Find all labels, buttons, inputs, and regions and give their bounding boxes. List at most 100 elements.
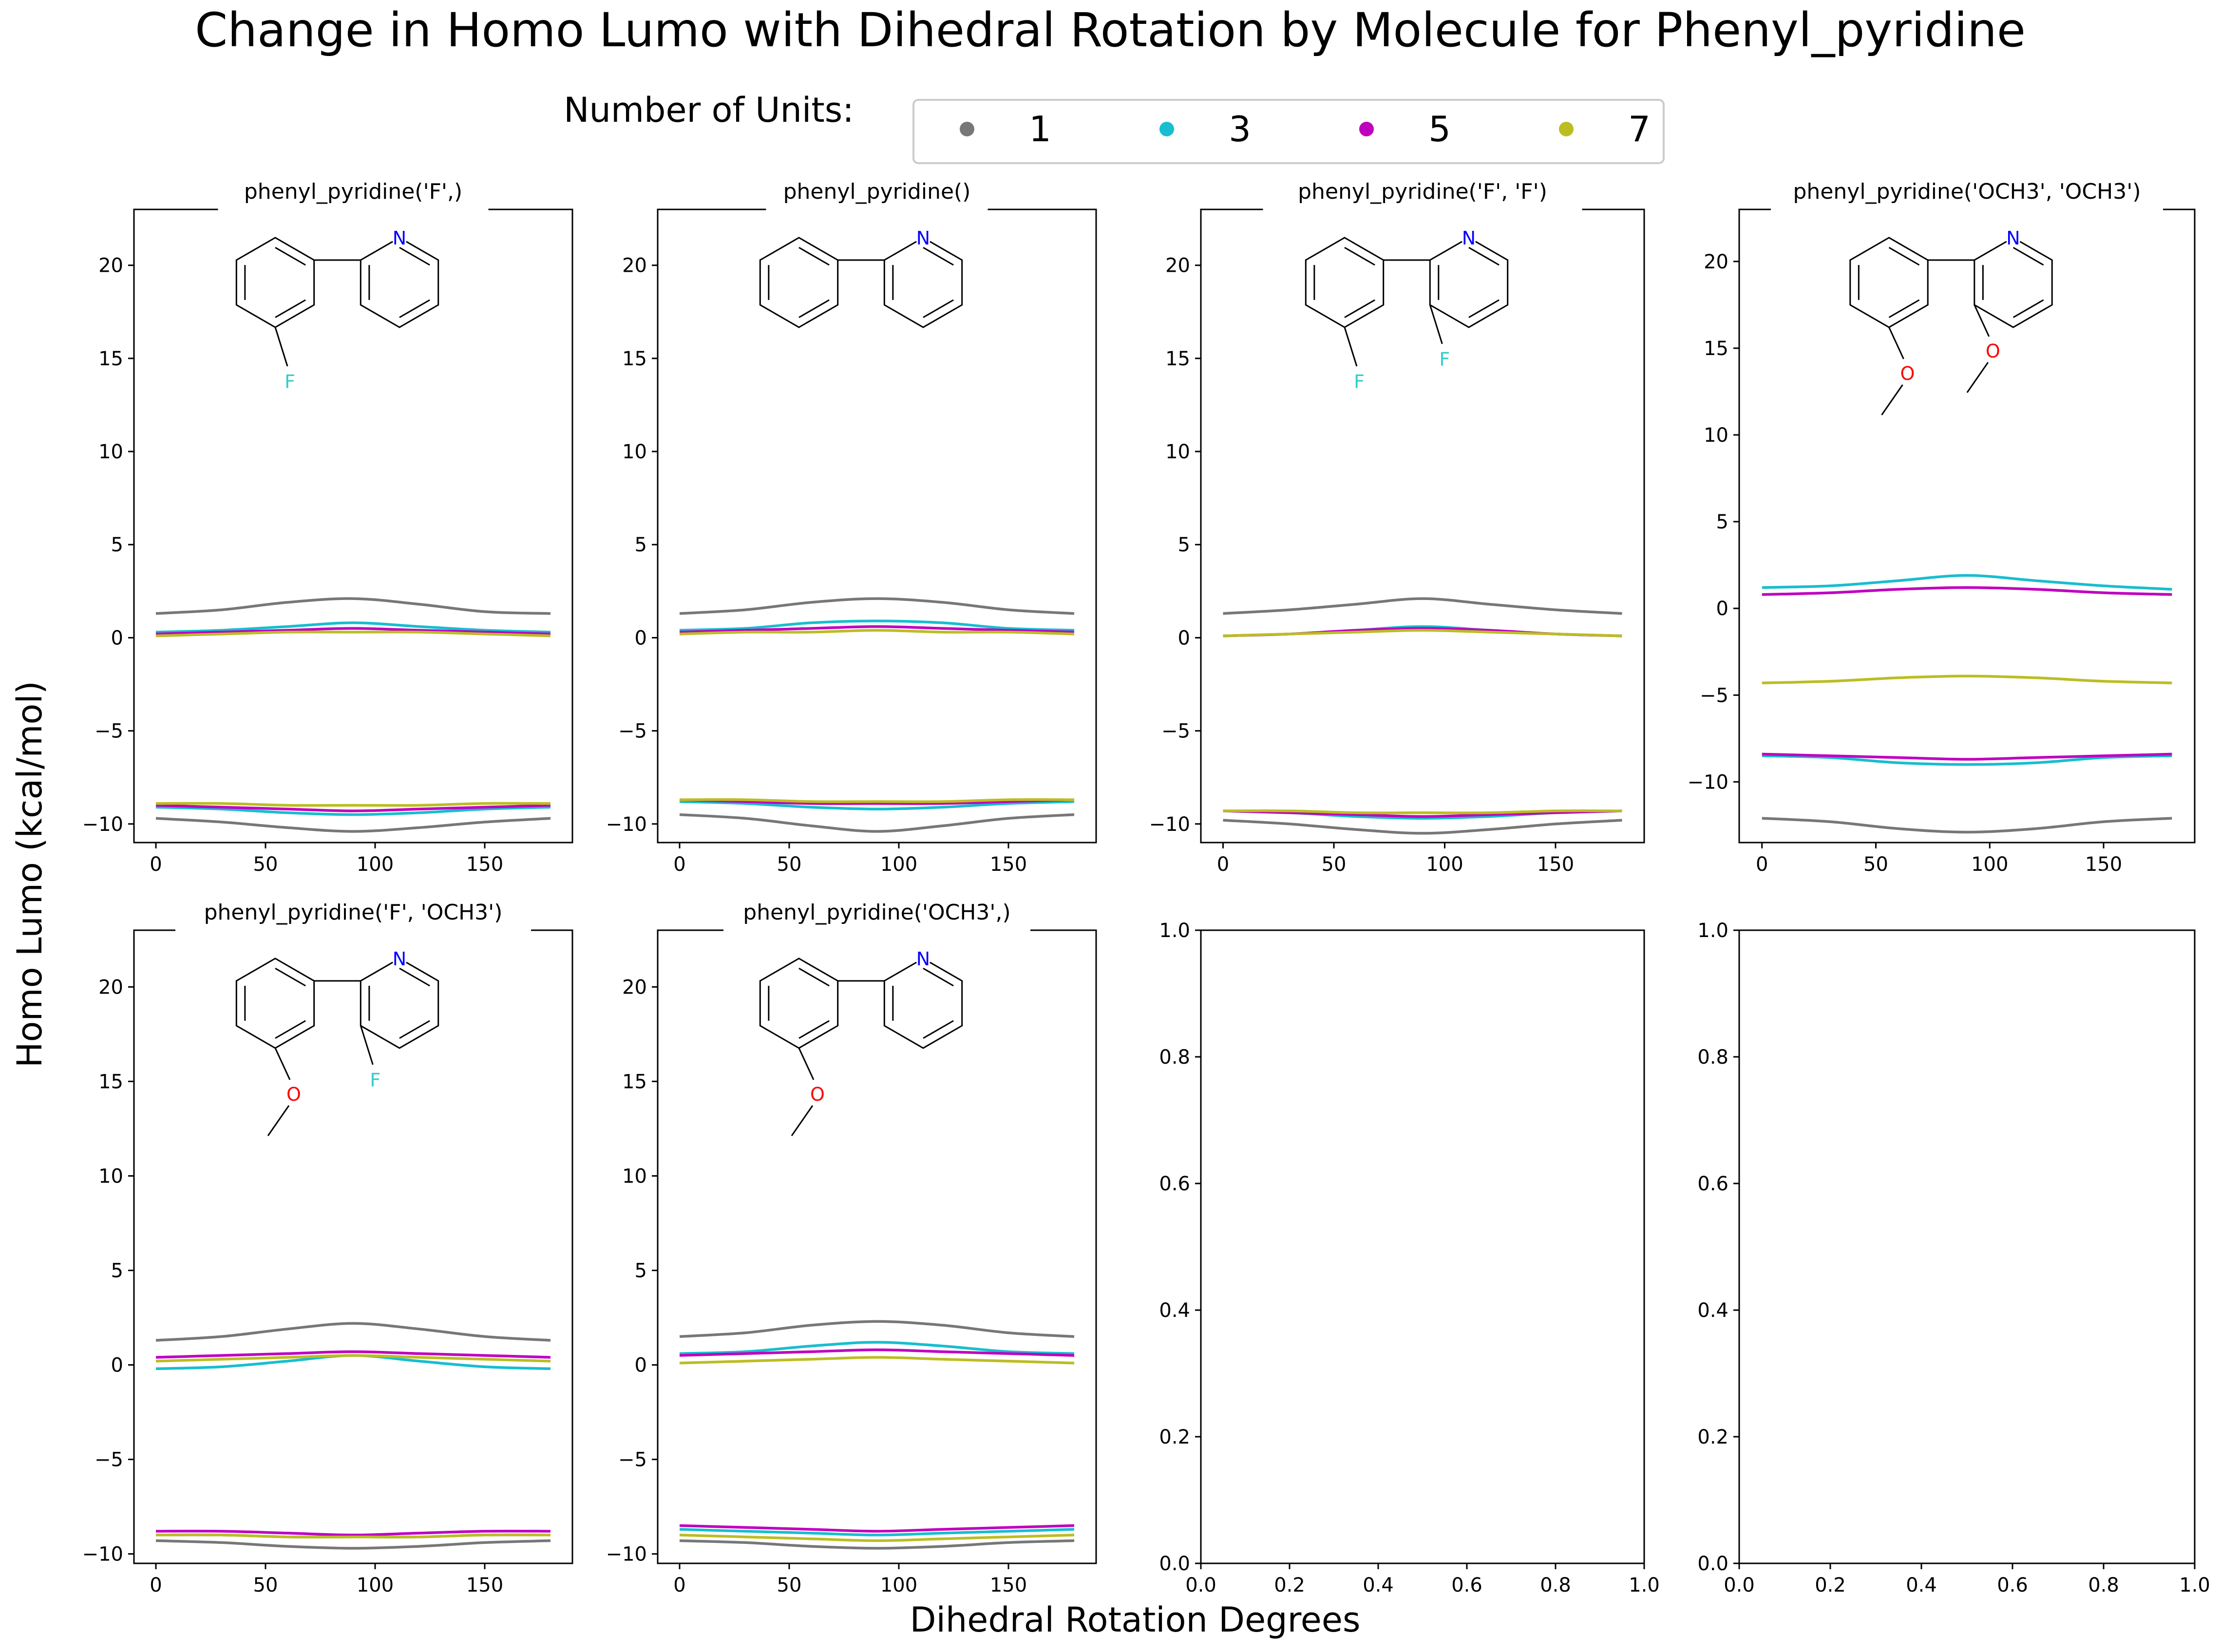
panel-title: phenyl_pyridine() [783, 179, 971, 204]
panel-4: −10 −5 0 5 10 15 20 0 50 100 150 phenyl_pyridine('O… [1688, 179, 2196, 876]
atom-f: F [1354, 371, 1365, 393]
axes-frame [657, 929, 1097, 1564]
atom-o: O [286, 1084, 301, 1105]
x-tick-label: 150 [466, 1574, 503, 1596]
series-line-units-7 [679, 1534, 1075, 1542]
atom-n: N [2006, 227, 2020, 249]
y-tick-label: 10 [1165, 441, 1190, 463]
series-line-units-1 [1762, 817, 2172, 834]
x-axis-label: Dihedral Rotation Degrees [910, 1600, 1361, 1640]
series-line-units-3 [679, 620, 1075, 632]
y-tick-label: 5 [1178, 534, 1190, 556]
series-line-units-3 [679, 1528, 1075, 1537]
y-tick-label: −10 [1688, 771, 1728, 793]
axes-frame [1200, 929, 1645, 1564]
atom-backdrop [1461, 230, 1477, 245]
y-tick-label: −5 [95, 1449, 123, 1471]
series-line-units-1 [155, 597, 551, 615]
x-tick-label: 0.2 [1274, 1574, 1305, 1596]
series-line-units-7 [679, 629, 1075, 636]
y-tick-label: 20 [98, 255, 123, 277]
y-tick-label: 0.8 [1159, 1046, 1190, 1069]
legend-marker-1 [960, 122, 974, 136]
y-tick-label: 0.4 [1697, 1299, 1728, 1322]
title-backdrop [1263, 206, 1582, 213]
y-tick-label: 0 [635, 627, 647, 649]
y-tick-label: 15 [98, 1070, 123, 1093]
x-tick-label: 0 [673, 853, 685, 876]
series-line-units-3 [1762, 574, 2172, 591]
y-tick-label: 15 [98, 348, 123, 370]
legend-marker-3 [1159, 122, 1174, 136]
pyridine-ring [883, 237, 963, 328]
y-tick-label: −10 [82, 1543, 123, 1566]
double-bond [1468, 299, 1500, 319]
x-tick-label: 50 [1322, 853, 1347, 876]
molecule-structure: N [759, 227, 963, 328]
y-tick-label: 0.2 [1159, 1426, 1190, 1448]
atom-n: N [393, 227, 406, 249]
y-tick-label: 0.0 [1159, 1553, 1190, 1575]
title-backdrop [723, 927, 1030, 934]
y-tick-label: 0.8 [1697, 1046, 1728, 1069]
double-bond [923, 1020, 954, 1039]
series-line-units-5 [155, 804, 551, 812]
series-line-units-1 [155, 1322, 551, 1342]
series-line-units-5 [155, 627, 551, 636]
legend-title: Number of Units: [564, 90, 854, 130]
series-line-units-7 [155, 630, 551, 638]
title-backdrop [766, 206, 988, 213]
panel-title: phenyl_pyridine('OCH3', 'OCH3') [1793, 179, 2141, 204]
x-tick-label: 50 [253, 1574, 278, 1596]
x-tick-label: 0 [1756, 853, 1768, 876]
y-tick-label: 0.4 [1159, 1299, 1190, 1322]
legend-label-5: 5 [1428, 109, 1451, 150]
x-tick-label: 50 [777, 853, 802, 876]
substituent-bond [1344, 327, 1358, 367]
panel-title: phenyl_pyridine('OCH3',) [743, 900, 1010, 925]
panel-1: −10 −5 0 5 10 15 20 0 50 100 150 phenyl_pyridine('F… [82, 179, 573, 876]
y-tick-label: −10 [1149, 813, 1190, 836]
pyridine-ring [360, 237, 439, 328]
x-tick-label: 0.0 [1185, 1574, 1216, 1596]
methyl-bond [1881, 384, 1903, 415]
double-bond [275, 299, 306, 319]
y-tick-label: 20 [1165, 255, 1190, 277]
double-bond [2012, 246, 2044, 266]
double-bond [798, 246, 830, 266]
double-bond [923, 299, 954, 319]
double-bond [275, 967, 306, 987]
series-line-units-7 [155, 802, 551, 807]
molecule-structure: N F F [1305, 227, 1509, 393]
x-tick-label: 0.6 [1451, 1574, 1482, 1596]
substituent-bond [1429, 304, 1443, 344]
series-line-units-7 [679, 798, 1075, 803]
panel-2: −10 −5 0 5 10 15 20 0 50 100 150 phenyl_pyridine() N [606, 179, 1097, 876]
double-bond [1888, 299, 1920, 319]
molecule-structure: N O O [1849, 227, 2053, 415]
x-tick-label: 50 [1863, 853, 1888, 876]
series-line-units-3 [679, 1341, 1075, 1355]
double-bond [798, 1020, 830, 1039]
substituent-bond [274, 327, 288, 367]
axes-frame [133, 208, 573, 844]
x-tick-label: 0.8 [1540, 1574, 1571, 1596]
atom-backdrop [392, 951, 407, 966]
x-tick-label: 150 [1537, 853, 1574, 876]
double-bond [1888, 246, 1920, 266]
legend-box [912, 99, 1665, 164]
y-tick-label: 20 [1704, 251, 1728, 273]
legend-label-1: 1 [1029, 109, 1051, 150]
y-tick-label: −10 [606, 1543, 647, 1566]
y-tick-label: 20 [622, 976, 647, 998]
series-line-units-5 [1223, 809, 1622, 818]
methyl-bond [1966, 362, 1989, 393]
panel-7: 0.0 0.2 0.4 0.6 0.8 1.0 0.0 0.2 0.4 0.6 0.8 1.0 [1159, 920, 1659, 1596]
atom-n: N [1462, 227, 1476, 249]
series-line-units-3 [155, 806, 551, 816]
substituent-bond [274, 1048, 291, 1080]
x-tick-label: 1.0 [2179, 1574, 2210, 1596]
y-tick-label: 0 [635, 1354, 647, 1377]
series-line-units-1 [155, 1539, 551, 1550]
y-tick-label: −10 [606, 813, 647, 836]
